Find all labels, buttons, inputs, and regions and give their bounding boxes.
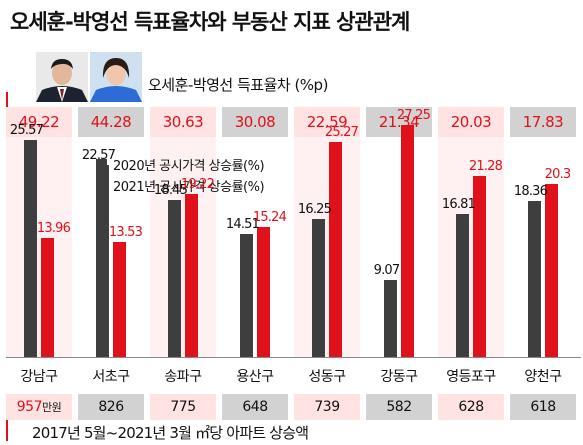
apartment-rise-caption: 2017년 5월~2021년 3월 ㎡당 아파트 상승액 — [32, 424, 309, 442]
category-label: 강동구 — [380, 369, 418, 385]
rise-amount: 582 — [386, 399, 412, 415]
value-label-2021: 21.28 — [468, 159, 503, 175]
value-label-2020: 9.07 — [373, 262, 401, 278]
apartment-rise-value: 618 — [510, 394, 576, 420]
rise-amount: 618 — [530, 399, 556, 415]
vote-gap-value: 49.22 — [6, 107, 72, 137]
vote-gap-value: 30.08 — [222, 107, 288, 137]
bar-2021 — [473, 176, 486, 357]
value-label-2020: 14.51 — [225, 216, 260, 232]
rise-unit: 만원 — [41, 401, 62, 414]
value-label-2021: 13.53 — [108, 224, 143, 240]
column-stripe — [438, 137, 504, 357]
legend-label-2021: 2021년 공시가격 상승률(%) — [113, 180, 265, 195]
value-label-2021: 20.3 — [544, 167, 572, 183]
vote-gap-value: 22.59 — [294, 107, 360, 137]
portrait-icon — [90, 52, 142, 102]
x-axis-line — [6, 357, 581, 358]
value-label-2020: 25.57 — [9, 122, 44, 138]
category-label: 강남구 — [20, 369, 58, 385]
page-title: 오세훈-박영선 득표율차와 부동산 지표 상관관계 — [10, 10, 410, 34]
legend-swatch-2020 — [96, 159, 107, 170]
value-label-2021: 15.24 — [252, 210, 287, 226]
bar-2021 — [185, 193, 198, 357]
bar-2020 — [384, 279, 397, 357]
bar-2020 — [312, 218, 325, 357]
value-label-2021: 19.22 — [180, 176, 215, 192]
vote-gap-caption: 오세훈-박영선 득표율차 (%p) — [148, 76, 328, 94]
category-label: 서초구 — [92, 369, 130, 385]
bar-2021 — [41, 238, 54, 357]
category-label: 영등포구 — [446, 369, 496, 385]
apartment-rise-value: 628 — [438, 394, 504, 420]
vote-gap-value: 20.03 — [438, 107, 504, 137]
apartment-rise-value: 648 — [222, 394, 288, 420]
apartment-rise-value: 582 — [366, 394, 432, 420]
value-label-2021: 13.96 — [36, 221, 71, 237]
bar-2020 — [168, 200, 181, 357]
category-label: 성동구 — [308, 369, 346, 385]
bar-2021 — [257, 227, 270, 357]
value-label-2021: 27.25 — [396, 108, 431, 124]
bar-2020 — [528, 200, 541, 357]
value-label-2021: 25.27 — [324, 125, 359, 141]
legend-label-2020: 2020년 공시가격 상승률(%) — [113, 159, 265, 174]
bar-2020 — [456, 214, 469, 357]
rise-amount: 775 — [170, 399, 196, 415]
bar-2021 — [329, 142, 342, 357]
value-label-2020: 16.81 — [441, 197, 476, 213]
value-label-2020: 18.36 — [513, 183, 548, 199]
value-label-2020: 16.25 — [297, 201, 332, 217]
value-label-2020: 22.57 — [81, 148, 116, 164]
rise-amount: 957 — [16, 399, 43, 415]
bar-2020 — [24, 139, 37, 357]
category-label: 양천구 — [524, 369, 562, 385]
value-label-2020: 18.45 — [153, 183, 188, 199]
apartment-rise-value: 775 — [150, 394, 216, 420]
vote-gap-value: 30.63 — [150, 107, 216, 137]
column-stripe — [6, 137, 72, 357]
apartment-rise-value: 826 — [78, 394, 144, 420]
apartment-rise-value: 957 만원 — [6, 394, 72, 420]
rise-amount: 628 — [458, 399, 484, 415]
category-label: 용산구 — [236, 369, 274, 385]
portrait-icon — [36, 52, 88, 102]
bar-2021 — [545, 184, 558, 357]
rise-bracket — [6, 403, 8, 441]
rise-amount: 739 — [314, 399, 340, 415]
column-stripe — [150, 137, 216, 357]
category-label: 송파구 — [164, 369, 202, 385]
vote-gap-value: 44.28 — [78, 107, 144, 137]
bar-2021 — [401, 125, 414, 357]
bar-2020 — [96, 165, 109, 357]
bar-2020 — [240, 233, 253, 357]
apartment-rise-value: 739 — [294, 394, 360, 420]
legend-2020: 2020년 공시가격 상승률(%) — [96, 155, 265, 174]
bar-2021 — [113, 241, 126, 357]
oh-sehoon-photo — [36, 52, 88, 102]
vote-gap-value: 17.83 — [510, 107, 576, 137]
rise-amount: 826 — [98, 399, 124, 415]
rise-amount: 648 — [242, 399, 268, 415]
column-stripe — [294, 137, 360, 357]
park-youngsun-photo — [90, 52, 142, 102]
